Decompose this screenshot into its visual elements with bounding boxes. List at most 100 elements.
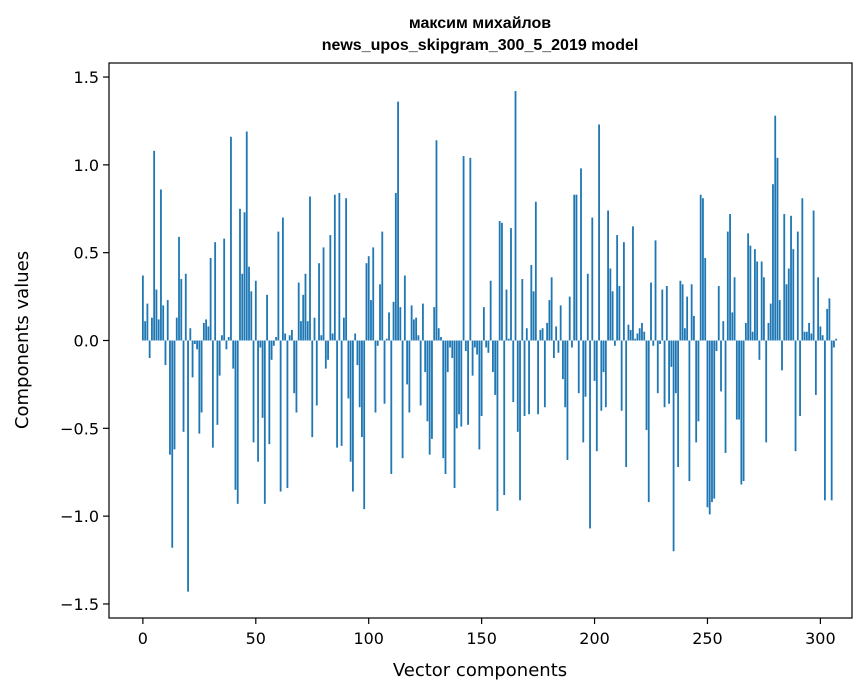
bar — [352, 340, 354, 492]
chart-title: максим михайлов — [409, 15, 551, 32]
bar — [173, 340, 176, 450]
bar — [200, 340, 203, 413]
bar — [835, 338, 838, 341]
bar — [537, 340, 539, 415]
x-tick-label: 300 — [805, 629, 836, 648]
bar — [627, 324, 630, 341]
bar — [487, 340, 490, 353]
bar — [320, 335, 323, 341]
bar — [577, 340, 580, 394]
bar — [681, 284, 684, 341]
bar — [365, 263, 368, 341]
bar — [787, 268, 790, 341]
bar — [501, 222, 503, 341]
bar — [394, 192, 397, 341]
bar — [221, 335, 223, 341]
bar — [805, 331, 808, 341]
bar — [148, 340, 151, 359]
bar — [532, 291, 535, 341]
bar — [162, 305, 165, 341]
bar — [753, 249, 756, 341]
bar — [442, 340, 445, 459]
bar — [422, 303, 424, 341]
bar — [311, 340, 314, 438]
bar — [598, 124, 600, 341]
bar — [476, 340, 479, 355]
bar — [519, 340, 521, 501]
bar — [611, 291, 614, 341]
bar — [695, 340, 698, 443]
bar — [164, 340, 167, 366]
bar — [582, 340, 585, 443]
bar — [295, 340, 298, 413]
bar — [523, 340, 526, 417]
bar — [184, 273, 187, 341]
bar — [550, 277, 553, 341]
bar — [494, 340, 497, 395]
bar — [467, 340, 469, 425]
bar — [620, 340, 623, 411]
bar — [679, 280, 682, 341]
bar — [672, 340, 675, 552]
bar — [778, 300, 781, 341]
bar — [539, 329, 542, 341]
bar — [812, 210, 815, 341]
bar — [453, 340, 456, 489]
bar — [814, 340, 817, 395]
bar — [607, 210, 609, 341]
bar — [638, 328, 641, 341]
bar — [505, 289, 508, 341]
bar — [760, 261, 763, 341]
bar — [408, 340, 411, 413]
bar — [327, 340, 329, 360]
bar — [552, 340, 555, 359]
bar — [623, 242, 625, 341]
bar — [717, 286, 720, 341]
bar — [830, 340, 833, 501]
bar — [444, 340, 447, 474]
bar — [257, 340, 259, 462]
bar — [559, 305, 562, 341]
bar — [824, 340, 826, 501]
bar — [270, 340, 273, 360]
bar — [187, 340, 189, 592]
bar — [227, 336, 230, 341]
x-tick-label: 250 — [692, 629, 723, 648]
bar — [688, 340, 691, 482]
bar — [715, 340, 718, 352]
bar — [792, 249, 795, 341]
bar — [821, 335, 824, 341]
bar — [356, 340, 359, 366]
x-tick-label: 200 — [579, 629, 610, 648]
bar — [284, 333, 287, 341]
bar — [670, 340, 673, 367]
bar — [503, 340, 506, 496]
bar — [674, 340, 677, 394]
bar — [196, 340, 198, 350]
bar — [412, 319, 415, 341]
bar — [370, 300, 372, 341]
bar — [388, 312, 390, 341]
bar — [268, 340, 271, 445]
bar — [702, 198, 704, 341]
y-tick-label: −0.5 — [60, 419, 99, 438]
x-tick-label: 0 — [138, 629, 148, 648]
bar — [586, 273, 589, 341]
bar — [683, 328, 686, 341]
bar — [358, 340, 361, 408]
bar — [230, 136, 232, 341]
bar — [345, 198, 348, 341]
bar — [819, 326, 822, 341]
bar — [306, 321, 309, 341]
bar — [207, 326, 210, 341]
bar — [568, 296, 571, 341]
bar — [510, 228, 512, 341]
bar — [272, 340, 275, 346]
bar — [641, 322, 643, 341]
bar — [211, 340, 214, 448]
bar — [516, 340, 519, 432]
bar — [331, 333, 334, 341]
bar — [198, 340, 201, 434]
bar — [548, 300, 551, 341]
